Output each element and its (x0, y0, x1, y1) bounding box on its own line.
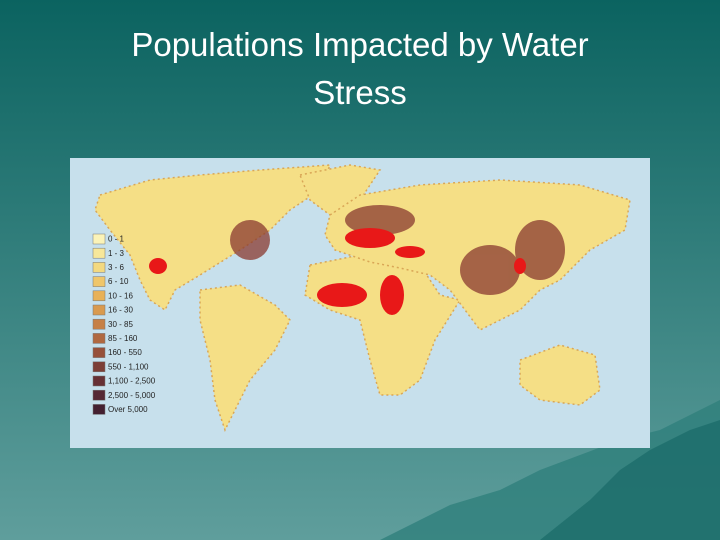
legend-swatch (92, 361, 106, 373)
dense-region (515, 220, 565, 280)
water-stress-region (317, 283, 367, 307)
legend: 0 - 1 1 - 3 3 - 6 6 - 10 10 - 16 16 - 30 30 - … (92, 233, 156, 415)
legend-label: 1 - 3 (108, 249, 125, 258)
legend-swatch (92, 389, 106, 401)
slide-title: Populations Impacted by Water (131, 26, 588, 63)
legend-label: 3 - 6 (108, 263, 125, 272)
water-stress-region (149, 258, 167, 274)
legend-swatch (92, 290, 106, 302)
legend-swatch (92, 262, 106, 273)
water-stress-region (514, 258, 526, 274)
slide-title: Stress (313, 74, 407, 111)
legend-label: Over 5,000 (108, 405, 148, 414)
legend-swatch (92, 347, 106, 358)
water-stress-region (380, 275, 404, 315)
legend-swatch (92, 375, 106, 387)
dense-region (460, 245, 520, 295)
water-stress-region (345, 228, 395, 248)
north-america (94, 164, 332, 312)
legend-swatch (92, 233, 106, 245)
legend-label: 1,100 - 2,500 (108, 377, 156, 386)
legend-label: 2,500 - 5,000 (108, 391, 156, 400)
legend-label: 160 - 550 (108, 348, 142, 357)
australia (519, 344, 601, 406)
dense-region (230, 220, 270, 260)
dense-region (345, 205, 415, 235)
legend-label: 0 - 1 (108, 235, 125, 244)
legend-label: 16 - 30 (108, 306, 133, 315)
legend-swatch (92, 247, 106, 259)
legend-swatch (92, 318, 106, 330)
legend-label: 85 - 160 (108, 334, 138, 343)
legend-swatch (92, 333, 106, 344)
legend-swatch (92, 304, 106, 316)
water-stress-region (395, 246, 425, 258)
legend-label: 10 - 16 (108, 291, 133, 300)
legend-swatch (92, 404, 106, 415)
greenland (298, 164, 382, 216)
legend-swatch (92, 276, 106, 287)
mountain-decoration (540, 420, 720, 540)
map: 0 - 1 1 - 3 3 - 6 6 - 10 10 - 16 16 - 30 30 - … (70, 158, 650, 448)
legend-label: 30 - 85 (108, 320, 133, 329)
legend-label: 6 - 10 (108, 277, 129, 286)
legend-label: 550 - 1,100 (108, 362, 149, 371)
south-america (199, 284, 291, 432)
